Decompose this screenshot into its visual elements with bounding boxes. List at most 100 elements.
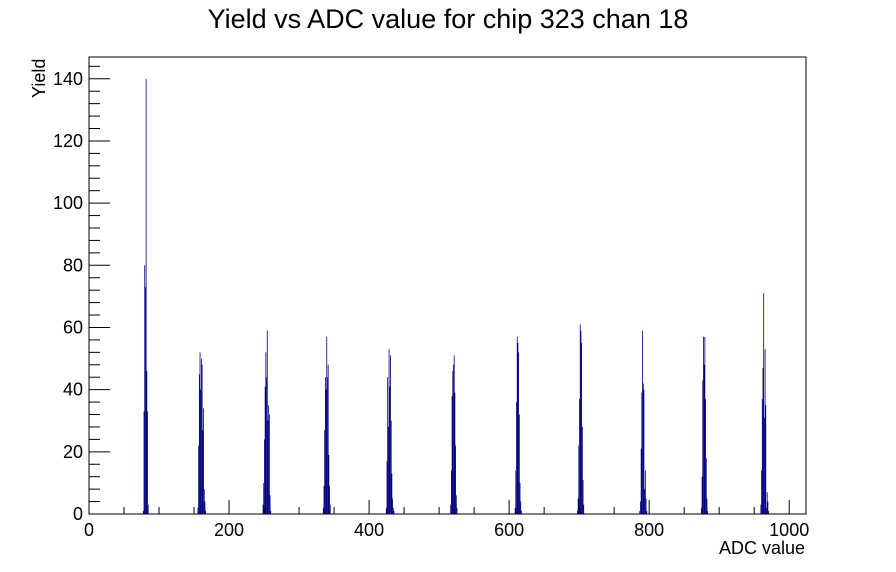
histogram-bin — [703, 364, 705, 514]
histogram-bin — [145, 78, 147, 514]
histogram-bin — [198, 445, 200, 514]
histogram-bin — [144, 265, 146, 514]
histogram-bin — [761, 398, 763, 514]
histogram-bin — [386, 461, 388, 514]
histogram-bin — [143, 411, 145, 514]
histogram-bin — [577, 498, 579, 514]
y-tick-label: 60 — [63, 317, 83, 337]
histogram-bin — [582, 479, 584, 514]
histogram-bin — [579, 398, 580, 514]
histogram-bin — [267, 420, 269, 514]
histogram-bin — [451, 395, 453, 514]
x-tick-label: 200 — [214, 520, 244, 540]
y-axis-ticks: 0 20 40 60 80 100 120 140 — [53, 65, 110, 524]
histogram-bin — [268, 405, 270, 514]
histogram-bin — [519, 482, 521, 514]
x-tick-label: 800 — [634, 520, 664, 540]
histogram-bin — [393, 510, 395, 514]
histogram-bin — [387, 426, 389, 514]
chart-title: Yield vs ADC value for chip 323 chan 18 — [208, 4, 689, 34]
histogram-bin — [390, 420, 392, 514]
histogram-bin — [643, 389, 645, 514]
histogram-bin — [453, 355, 455, 514]
histogram-bin — [764, 349, 766, 514]
histogram-bin — [453, 364, 454, 514]
histogram-bin — [327, 364, 329, 514]
histogram-bin — [581, 426, 583, 514]
histogram-bin — [268, 414, 270, 514]
histogram-bin — [385, 507, 387, 514]
histogram-bin — [578, 445, 580, 514]
histogram-bin — [762, 367, 764, 514]
histogram-bins — [142, 78, 769, 514]
histogram-bin — [760, 504, 762, 514]
histogram-bin — [455, 445, 456, 514]
histogram-bin — [202, 430, 204, 514]
histogram-bin — [203, 408, 204, 514]
histogram-bin — [639, 510, 641, 514]
histogram-bin — [328, 454, 330, 514]
histogram-bin — [516, 402, 517, 514]
histogram-bin — [577, 510, 578, 514]
histogram-bin — [640, 448, 642, 514]
histogram-bin — [641, 392, 643, 514]
histogram-bin — [266, 330, 268, 514]
x-axis-ticks: 0 200 400 600 800 1000 — [84, 500, 809, 540]
histogram-bin — [645, 498, 647, 514]
histogram-bin — [642, 330, 643, 514]
histogram-bin — [705, 398, 706, 514]
histogram-bin — [700, 507, 702, 514]
x-tick-label: 1000 — [769, 520, 809, 540]
histogram-bin — [768, 510, 769, 514]
histogram-bin — [323, 486, 325, 514]
histogram-bin — [197, 507, 199, 514]
histogram-bin — [642, 383, 644, 514]
histogram-bin — [392, 507, 394, 514]
histogram-bin — [451, 470, 452, 514]
histogram-bin — [264, 439, 265, 514]
histogram-bin — [520, 501, 522, 514]
histogram-bin — [580, 330, 582, 514]
histogram-bin — [324, 430, 326, 514]
y-tick-label: 0 — [73, 504, 83, 524]
histogram-bin — [706, 498, 708, 514]
histogram-bin — [705, 458, 707, 514]
histogram-bin — [452, 370, 454, 514]
histogram-bin — [145, 287, 146, 514]
histogram-bin — [265, 352, 267, 514]
histogram-bin — [388, 349, 390, 514]
y-tick-label: 100 — [53, 193, 83, 213]
histogram-bin — [389, 386, 391, 514]
histogram-bin — [646, 510, 648, 514]
histogram-bin — [199, 352, 201, 514]
histogram-bin — [263, 482, 265, 514]
histogram-bin — [517, 343, 519, 514]
histogram-bin — [763, 417, 765, 514]
histogram-bin — [518, 414, 520, 514]
histogram-bin — [644, 489, 646, 514]
histogram-bin — [518, 352, 520, 514]
histogram-bin — [766, 507, 767, 514]
histogram-bin — [203, 489, 205, 514]
histogram-bin — [456, 507, 458, 514]
histogram-bin — [201, 364, 203, 514]
histogram-bin — [761, 470, 762, 514]
histogram-bin — [702, 380, 704, 514]
histogram-bin — [644, 470, 646, 514]
histogram-bin — [201, 358, 202, 514]
histogram-bin — [640, 501, 641, 514]
histogram-bin — [516, 336, 518, 514]
histogram-bin — [326, 336, 328, 514]
y-axis-label: Yield — [29, 59, 49, 98]
histogram-bin — [327, 377, 328, 514]
histogram-bin — [142, 510, 144, 514]
histogram-bin — [450, 504, 452, 514]
histogram-bin — [147, 504, 149, 514]
histogram-bin — [266, 377, 267, 514]
y-tick-label: 80 — [63, 255, 83, 275]
histogram-bin — [703, 336, 704, 514]
histogram-bin — [765, 405, 767, 514]
x-tick-label: 0 — [84, 520, 94, 540]
histogram-bin — [200, 389, 202, 514]
